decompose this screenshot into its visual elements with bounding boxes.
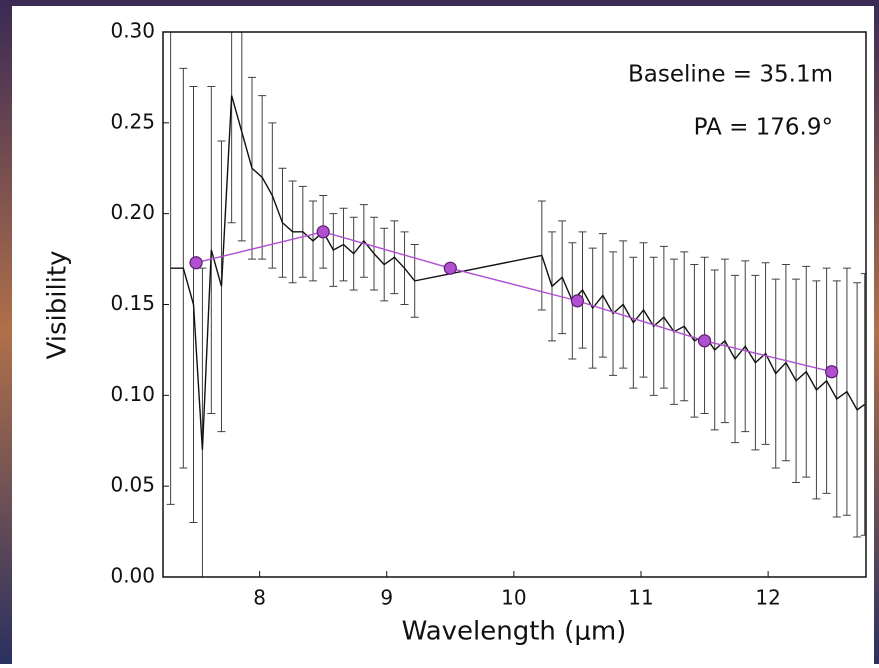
y-tick-label: 0.00 — [110, 564, 155, 588]
y-tick-label: 0.25 — [110, 109, 155, 133]
error-bar — [298, 185, 307, 278]
x-tick-label: 8 — [253, 586, 266, 610]
y-tick-label: 0.30 — [110, 19, 155, 43]
error-bar — [690, 264, 699, 418]
error-bar — [710, 269, 719, 431]
x-tick-label: 9 — [380, 586, 393, 610]
panel — [12, 6, 874, 664]
data-point — [443, 261, 457, 275]
error-bar — [812, 280, 821, 500]
error-bar — [781, 264, 790, 462]
error-bar — [359, 204, 368, 278]
error-bar — [792, 278, 801, 484]
error-bar — [339, 207, 348, 282]
error-bar — [609, 251, 618, 376]
error-bar — [288, 180, 297, 284]
labels: 0.00 0.05 0.10 0.15 0.20 0.25 0.30 8 9 10 11 12 — [110, 19, 780, 610]
error-bar — [842, 267, 851, 516]
error-bar — [853, 282, 862, 538]
error-bar — [410, 244, 419, 318]
y-tick-label: 0.10 — [110, 382, 155, 406]
annotation: PA = 176.9° — [694, 115, 833, 141]
error-bar — [680, 251, 689, 402]
error-bar — [247, 76, 256, 260]
error-bar — [649, 256, 658, 396]
error-bar — [179, 67, 188, 469]
error-bar — [639, 242, 648, 378]
error-bar — [771, 278, 780, 469]
error-bar — [741, 260, 750, 433]
error-bar — [822, 267, 831, 494]
plot-area — [166, 32, 866, 577]
error-bar — [588, 247, 597, 369]
error-bar — [370, 216, 379, 291]
error-bar — [278, 167, 287, 278]
series-line — [195, 231, 832, 373]
error-bar — [629, 256, 638, 389]
annotation: Baseline = 35.1m — [628, 62, 833, 88]
error-bar — [578, 231, 587, 349]
error-bar — [731, 274, 740, 444]
error-bar — [598, 233, 607, 358]
error-bar — [659, 245, 668, 389]
y-tick-label: 0.05 — [110, 473, 155, 497]
data-point — [825, 365, 839, 379]
error-bar — [802, 265, 811, 478]
error-bar — [309, 200, 318, 282]
error-bar — [558, 220, 567, 335]
error-bar — [400, 231, 409, 305]
error-bar — [258, 95, 267, 260]
error-bar — [329, 213, 338, 287]
error-bar — [207, 86, 216, 414]
x-tick-label: 12 — [755, 586, 780, 610]
error-bar — [166, 32, 175, 505]
data-point — [316, 225, 330, 239]
error-bar — [380, 227, 389, 302]
error-bar — [227, 32, 236, 224]
error-bar — [390, 220, 399, 295]
x-tick-label: 11 — [628, 586, 653, 610]
y-tick-label: 0.15 — [110, 291, 155, 315]
error-bar — [349, 216, 358, 291]
error-bar — [761, 262, 770, 445]
error-bar — [832, 280, 841, 518]
error-bar — [619, 240, 628, 369]
error-bar — [237, 32, 246, 242]
x-axis-label: Wavelength (μm) — [402, 617, 627, 647]
error-bar — [217, 140, 226, 433]
error-bar — [751, 274, 760, 451]
y-axis-label: Visibility — [43, 251, 73, 360]
error-bar — [720, 258, 729, 424]
y-tick-label: 0.20 — [110, 200, 155, 224]
data-point — [570, 294, 585, 308]
x-tick-label: 10 — [501, 586, 526, 610]
data-point — [189, 256, 203, 270]
error-bar — [860, 273, 866, 536]
data-point — [697, 334, 712, 348]
error-bar — [189, 86, 198, 523]
error-bar — [548, 231, 557, 342]
